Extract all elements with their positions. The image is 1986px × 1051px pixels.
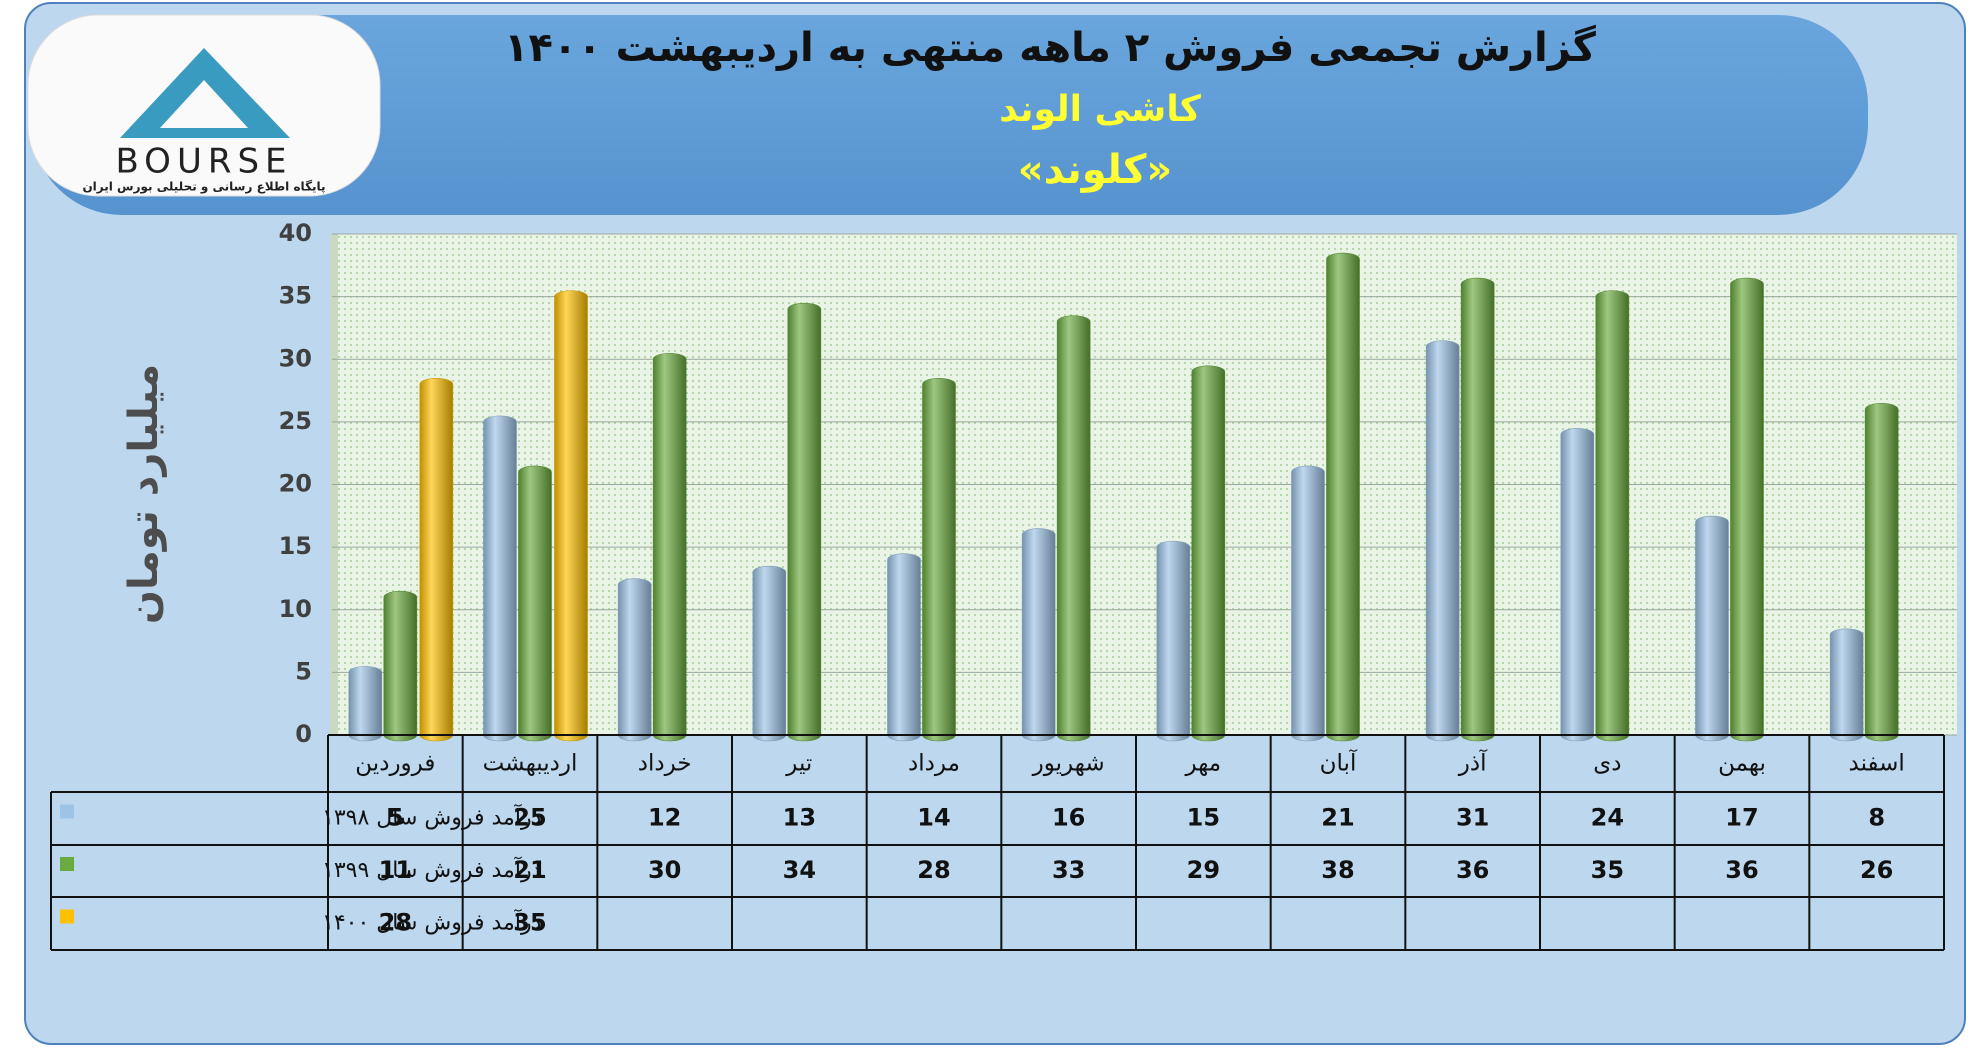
bar [1560,428,1595,742]
bar [518,465,552,742]
table-cell: 31 [1456,804,1489,832]
legend-label: درآمد فروش سال ۱۴۰۰ [322,909,541,936]
table-cell: 14 [917,804,950,832]
bar [1191,365,1226,742]
chart-subtitle: کاشی الوند [999,89,1201,130]
legend-swatch [60,857,74,871]
y-tick-label: 35 [279,282,312,310]
x-tick-label: مهر [1185,751,1222,777]
table-cell: 16 [1052,804,1085,832]
x-tick-label: تیر [785,751,812,777]
y-tick-label: 5 [295,657,312,685]
table-cell: 35 [1591,856,1624,884]
legend-swatch [60,909,74,924]
y-tick-label: 15 [279,532,312,560]
table-cell: 30 [648,856,681,884]
bar [617,578,652,742]
bar [1056,315,1091,742]
logo-text: BOURSE [115,142,292,182]
x-tick-label: بهمن [1718,751,1766,777]
legend-label: درآمد فروش سال ۱۳۹۸ [322,804,541,831]
bar [1695,515,1729,742]
bar [1291,465,1325,742]
y-axis-label: میلیارد تومان [121,364,167,624]
bar [1595,290,1630,742]
x-tick-label: اسفند [1849,751,1905,777]
x-tick-label: مرداد [908,751,960,777]
y-tick-label: 30 [279,344,312,372]
table-cell: 24 [1591,804,1624,832]
table-cell: 13 [783,804,816,832]
table-cell: 21 [1321,804,1354,832]
bar [652,352,687,742]
chart-title: گزارش تجمعی فروش ۲ ماهه منتهی به اردیبهش… [504,24,1597,71]
table-cell: 33 [1052,856,1085,884]
x-tick-label: آذر [1458,749,1488,777]
x-tick-label: دی [1593,751,1621,777]
y-tick-label: 40 [279,219,312,247]
table-cell: 36 [1725,856,1758,884]
table-cell: 35 [513,909,546,937]
table-cell: 25 [513,804,546,832]
legend-label: درآمد فروش سال ۱۳۹۹ [322,856,541,883]
x-tick-label: اردیبهشت [483,751,578,777]
table-cell: 28 [379,909,412,937]
y-tick-label: 0 [295,720,312,748]
x-tick-label: خرداد [638,751,692,777]
table-cell: 26 [1860,856,1893,884]
legend-swatch [60,804,74,819]
bar [1425,340,1460,742]
bar [1829,628,1864,742]
bar [483,415,517,742]
y-tick-label: 10 [279,595,312,623]
header-banner [32,15,1868,215]
table-cell: 36 [1456,856,1489,884]
y-tick-label: 25 [279,407,312,435]
bar [419,378,454,742]
x-tick-label: شهریور [1032,751,1105,777]
table-cell: 28 [917,856,950,884]
bar [554,290,588,742]
chart-subtitle-2: «کلوند» [1018,147,1172,193]
bar [1730,277,1764,742]
table-cell: 34 [783,856,816,884]
bar [383,590,418,742]
x-tick-label: فروردین [355,751,435,777]
table-cell: 29 [1187,856,1220,884]
bar [787,302,822,742]
table-cell: 21 [513,856,546,884]
bar [1864,403,1899,742]
bar [752,565,787,742]
bar [1326,252,1360,742]
table-cell: 12 [648,804,681,832]
bar [922,378,956,742]
table-cell: 11 [379,856,412,884]
bar [348,666,383,742]
bar [1021,528,1056,742]
table-cell: 5 [387,804,404,832]
bar [887,553,921,742]
y-tick-label: 20 [279,470,312,498]
logo-triangle-inner [160,80,248,128]
table-cell: 15 [1187,804,1220,832]
bar [1460,277,1495,742]
bar [1156,540,1191,742]
table-cell: 8 [1868,804,1885,832]
table-cell: 38 [1321,856,1354,884]
logo-tagline: پایگاه اطلاع رسانی و تحلیلی بورس ایران [82,180,325,195]
x-tick-label: آبان [1320,749,1358,777]
table-cell: 17 [1725,804,1758,832]
